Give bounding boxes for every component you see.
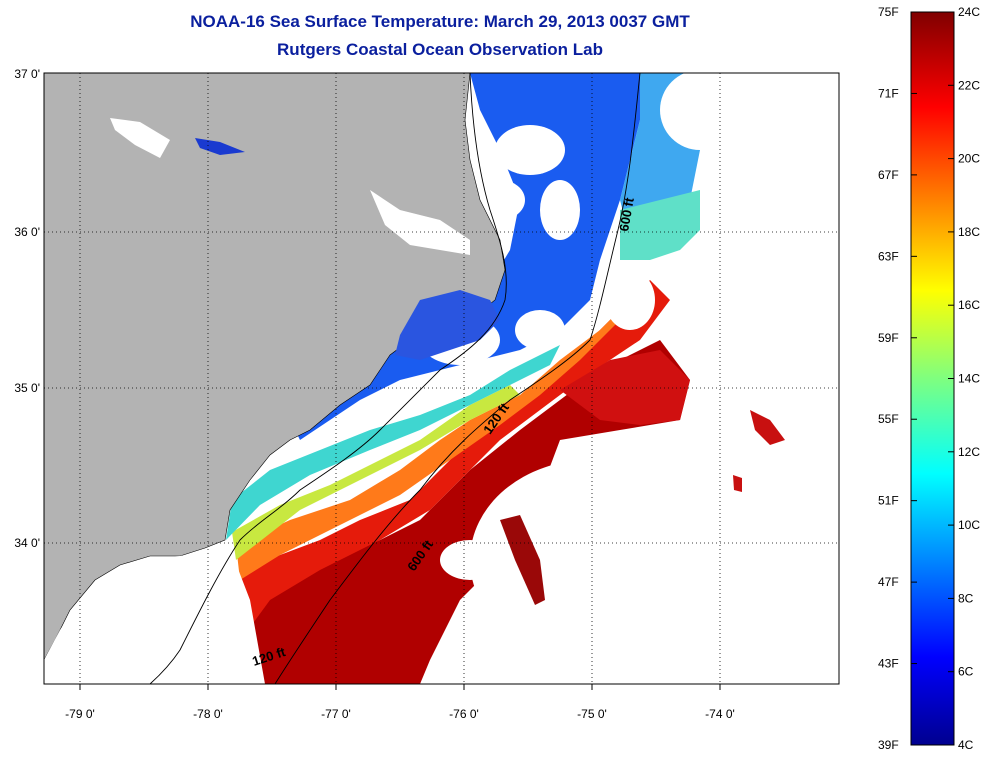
- colorbar-c-label: 16C: [958, 298, 980, 312]
- colorbar-f-label: 55F: [878, 412, 899, 426]
- colorbar-ticks: [911, 11, 954, 746]
- colorbar-c-label: 14C: [958, 372, 980, 386]
- colorbar-f-label: 43F: [878, 657, 899, 671]
- contour-120ft: [149, 73, 507, 684]
- colorbar-f-label: 39F: [878, 738, 899, 752]
- sst-swath-dark-red: [248, 340, 690, 684]
- contour-label-600ft-north: 600 ft: [616, 196, 637, 233]
- colorbar-c-label: 10C: [958, 518, 980, 532]
- albemarle-sound: [370, 190, 470, 255]
- colorbar-c-label: 4C: [958, 738, 974, 752]
- lon-label: -75 0': [577, 707, 607, 721]
- sst-swath-red-patch: [560, 350, 690, 425]
- colorbar-c-label: 8C: [958, 591, 974, 605]
- lon-label: -78 0': [193, 707, 223, 721]
- colorbar-f-label: 67F: [878, 168, 899, 182]
- inland-lake-2: [195, 138, 245, 155]
- colorbar-c-label: 24C: [958, 5, 980, 19]
- colorbar-fahrenheit-labels: 75F 71F 67F 63F 59F 55F 51F 47F 43F 39F: [878, 5, 899, 752]
- lon-label: -76 0': [449, 707, 479, 721]
- colorbar-c-label: 6C: [958, 665, 974, 679]
- colorbar-c-label: 20C: [958, 152, 980, 166]
- map-grid: [44, 73, 839, 684]
- sst-patch-streak: [500, 515, 545, 605]
- lat-label: 37 0': [14, 67, 40, 81]
- sst-swath-orange: [236, 300, 630, 580]
- colorbar-f-label: 71F: [878, 86, 899, 100]
- lon-tick-marks: [79, 684, 721, 690]
- colorbar-f-label: 59F: [878, 331, 899, 345]
- sst-patch-east: [750, 410, 785, 445]
- lon-label: -74 0': [705, 707, 735, 721]
- sst-swath-yellow-green: [232, 385, 520, 560]
- colorbar: [910, 11, 955, 746]
- colorbar-c-label: 18C: [958, 225, 980, 239]
- colorbar-f-label: 75F: [878, 5, 899, 19]
- map-subtitle: Rutgers Coastal Ocean Observation Lab: [277, 40, 603, 59]
- inland-lake: [110, 118, 170, 158]
- lat-label: 34 0': [14, 536, 40, 550]
- lon-label: -77 0': [321, 707, 351, 721]
- no-data-southwest: [44, 548, 265, 684]
- colorbar-c-label: 22C: [958, 78, 980, 92]
- lon-label: -79 0': [65, 707, 95, 721]
- lat-label: 36 0': [14, 225, 40, 239]
- map-layers: [44, 73, 839, 684]
- colorbar-f-label: 47F: [878, 575, 899, 589]
- map-border: [43, 72, 840, 685]
- pamlico-sound: [395, 290, 500, 360]
- colorbar-f-label: 51F: [878, 494, 899, 508]
- sst-swath-cyan-offshore: [620, 190, 700, 260]
- lat-label: 35 0': [14, 381, 40, 395]
- map-title: NOAA-16 Sea Surface Temperature: March 2…: [190, 12, 690, 31]
- sst-patch-east-small: [733, 475, 742, 492]
- contour-600ft-north: [274, 73, 641, 684]
- colorbar-celsius-labels: 24C 22C 20C 18C 16C 14C 12C 10C 8C 6C 4C: [958, 5, 980, 752]
- colorbar-f-label: 63F: [878, 249, 899, 263]
- colorbar-c-label: 12C: [958, 445, 980, 459]
- sst-swath-cyan: [226, 345, 560, 540]
